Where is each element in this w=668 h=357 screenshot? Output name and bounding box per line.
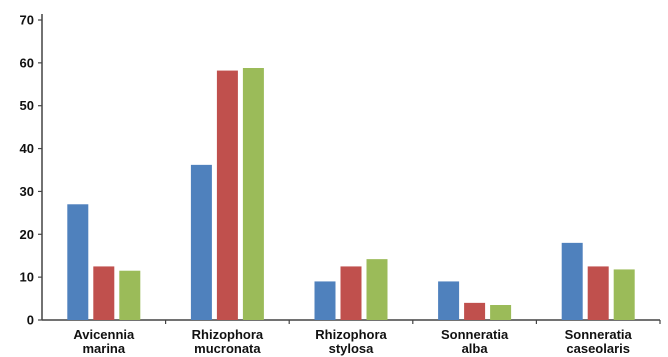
x-tick-label: marina [82, 341, 125, 356]
bar [490, 305, 512, 320]
y-tick-label: 0 [27, 313, 34, 328]
bar [190, 164, 212, 320]
x-axis [42, 319, 661, 324]
y-tick-label: 20 [20, 227, 34, 242]
x-tick-label: Sonneratia [441, 327, 509, 342]
y-axis: 0 10 20 30 40 50 60 70 [20, 13, 43, 328]
bar [93, 266, 115, 320]
bar [613, 269, 635, 320]
bar [366, 259, 388, 320]
category-labels: AvicenniamarinaRhizophoramucronataRhizop… [73, 327, 632, 356]
bar [561, 242, 583, 320]
y-tick-label: 70 [20, 13, 34, 28]
y-tick-label: 50 [20, 98, 34, 113]
x-tick-label: Sonneratia [565, 327, 633, 342]
x-tick-label: stylosa [329, 341, 375, 356]
bars [67, 68, 635, 320]
x-tick-label: caseolaris [566, 341, 630, 356]
bar [216, 70, 238, 320]
bar [464, 302, 486, 320]
y-tick-label: 30 [20, 184, 34, 199]
y-tick-label: 10 [20, 270, 34, 285]
bar [67, 204, 89, 320]
y-tick-label: 40 [20, 141, 34, 156]
bar [587, 266, 609, 320]
x-tick-label: Avicennia [73, 327, 135, 342]
x-tick-label: alba [462, 341, 489, 356]
bar [242, 68, 264, 320]
x-tick-label: Rhizophora [192, 327, 264, 342]
bar [438, 281, 460, 320]
y-tick-label: 60 [20, 55, 34, 70]
bar [340, 266, 362, 320]
bar [314, 281, 336, 320]
bar [119, 270, 141, 320]
x-tick-label: mucronata [194, 341, 261, 356]
x-tick-label: Rhizophora [315, 327, 387, 342]
